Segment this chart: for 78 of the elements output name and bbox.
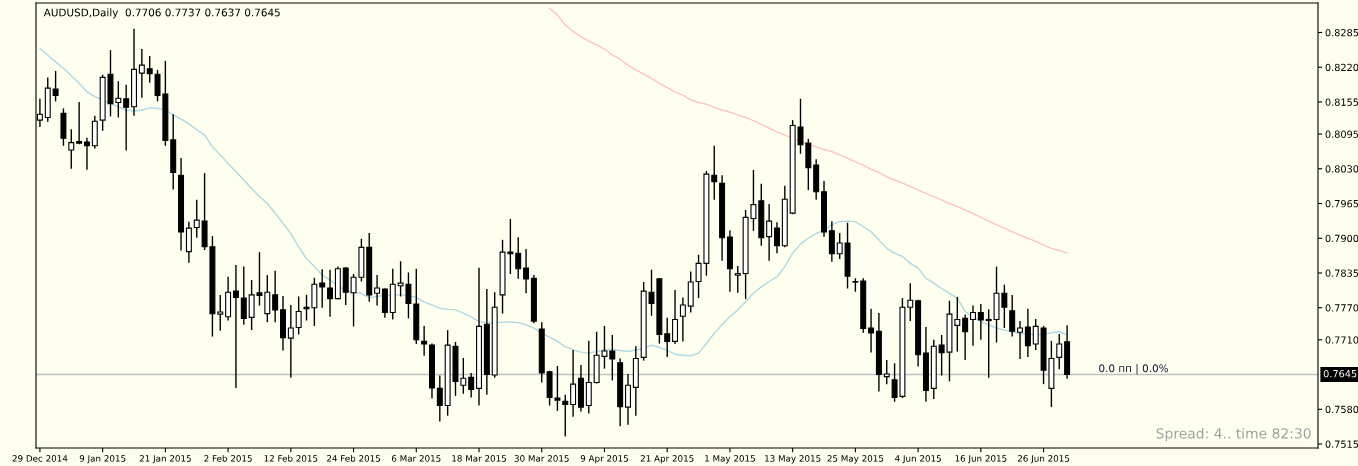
y-tick-label: 0.7900 [1325,234,1358,243]
y-tick-label: 0.7710 [1325,336,1358,344]
candlestick [68,128,75,170]
candlestick [83,137,90,171]
candlestick [1009,294,1016,338]
candlestick [52,70,59,103]
y-tick-label: 0.7965 [1325,199,1358,208]
y-tick-label: 0.8220 [1325,63,1358,72]
candlestick [679,296,686,343]
x-tick-label: 16 Jun 2015 [955,455,1007,464]
y-tick-label: 0.8095 [1325,130,1358,138]
x-tick-label: 6 Mar 2015 [391,455,441,462]
candlestick [828,220,835,263]
candlestick [468,372,475,399]
candlestick [625,373,631,426]
candlestick [295,295,302,336]
candlestick [319,268,326,309]
y-tick-label: 0.7770 [1325,304,1358,312]
y-tick-label: 0.8155 [1325,98,1358,106]
candlestick [766,203,773,262]
x-tick-label: 21 Apr 2015 [640,455,694,464]
candlestick [868,308,875,354]
candlestick [232,264,239,389]
candlestick [562,394,569,438]
x-tick-label: 25 May 2015 [827,455,884,464]
y-tick-label: 0.7515 [1325,440,1358,448]
candlestick [421,325,428,357]
x-tick-label: 30 Mar 2015 [514,455,569,462]
candlestick [1017,320,1024,360]
candlestick [773,221,780,254]
candlestick [193,199,200,239]
y-tick-label: 0.7835 [1325,269,1358,277]
candlestick [734,265,741,294]
x-tick-label: 1 May 2015 [705,455,755,464]
candlestick [123,84,130,152]
annotation: 0.0 пп | 0.0% [1099,364,1168,375]
candlestick [1024,308,1031,358]
candlestick [570,349,577,418]
line-series [548,7,1068,254]
candlestick [664,317,671,358]
x-tick-label: 21 Jan 2015 [139,455,191,464]
x-tick-label: 4 Jun 2015 [895,455,941,464]
candlestick [287,304,294,379]
candlestick [272,270,279,323]
x-tick-label: 12 Feb 2015 [264,454,318,462]
candlestick [240,265,247,326]
x-tick-label: 18 Mar 2015 [452,455,506,462]
candlestick [76,101,83,145]
candlestick [185,220,192,264]
x-tick-label: 2 Feb 2015 [204,454,252,462]
candlestick [515,236,522,280]
candlestick [146,55,153,84]
candlestick [672,289,679,345]
candlestick [970,304,976,347]
candlestick [523,248,530,294]
candlestick [436,374,443,423]
x-tick-label: 29 Dec 2014 [12,455,68,462]
candlestick [374,274,381,307]
candlestick [962,313,969,361]
candlestick [327,269,334,318]
y-tick-label: 0.8285 [1325,28,1358,37]
candlestick [711,145,718,201]
candlestick [381,287,388,319]
x-tick-label: 9 Jan 2015 [79,455,126,464]
x-tick-label: 26 Jun 2015 [1017,455,1070,464]
candlestick [585,340,592,415]
candlestick [138,48,145,99]
y-tick-label: 0.7580 [1325,405,1358,414]
x-tick-label: 9 Apr 2015 [580,455,628,464]
text: Spread: 4.. time 82:30 [1156,427,1311,442]
candlestick [883,359,890,385]
candlestick [977,303,984,341]
y-tick-label: 0.8030 [1325,165,1358,173]
x-tick-label: 13 May 2015 [765,455,821,464]
candlestick [1056,333,1063,370]
x-tick-label: 24 Feb 2015 [326,454,381,462]
chart-title: AUDUSD,Daily 0.7706 0.7737 0.7637 0.7645 [43,8,280,19]
ref-line-label: 0.7645 [1323,369,1357,378]
